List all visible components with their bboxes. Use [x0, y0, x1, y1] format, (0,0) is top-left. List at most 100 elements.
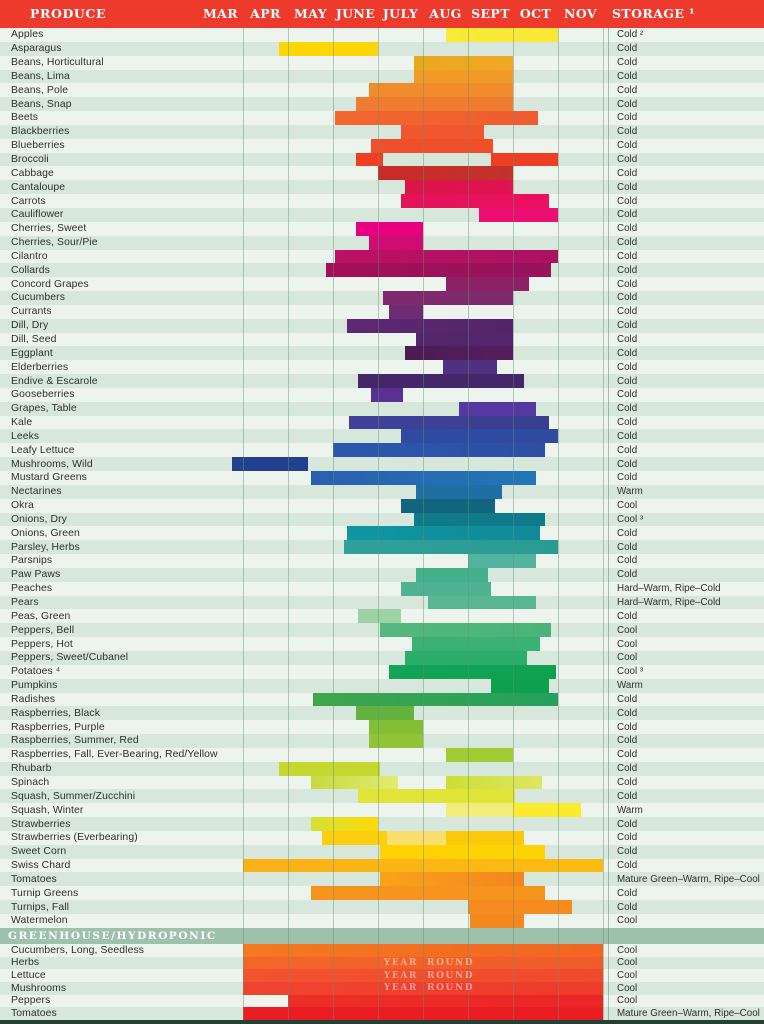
- produce-row: Sweet Corn Cold: [0, 844, 764, 859]
- produce-row: Tomatoes Mature Green–Warm, Ripe–Cool: [0, 1007, 764, 1020]
- produce-name: Gooseberries: [11, 389, 75, 401]
- availability-bar: [288, 994, 603, 1008]
- availability-bar: [333, 443, 545, 458]
- availability-bar: [405, 180, 513, 195]
- produce-row: Peaches Hard–Warm, Ripe–Cold: [0, 581, 764, 596]
- storage-value: Cold: [617, 237, 638, 249]
- produce-name: Squash, Summer/Zucchini: [11, 790, 136, 802]
- produce-name: Onions, Green: [11, 527, 80, 539]
- availability-bar: [380, 872, 525, 887]
- produce-name: Peppers, Bell: [11, 624, 75, 636]
- storage-value: Cold: [617, 278, 638, 290]
- produce-row: Swiss Chard Cold: [0, 858, 764, 873]
- availability-bar: [355, 221, 423, 236]
- produce-row: Collards Cold: [0, 263, 764, 278]
- produce-row: Beans, Horticultural Cold: [0, 55, 764, 70]
- produce-name: Peppers, Sweet/Cubanel: [11, 652, 129, 664]
- storage-value: Cool: [617, 957, 638, 969]
- storage-value: Cold: [617, 846, 638, 858]
- availability-bar: [335, 249, 558, 264]
- produce-name: Currants: [11, 306, 52, 318]
- produce-row: Broccoli Cold: [0, 152, 764, 167]
- storage-value: Cold: [617, 361, 638, 373]
- produce-row: Blackberries Cold: [0, 124, 764, 139]
- storage-value: Cold: [617, 389, 638, 401]
- produce-name: Carrots: [11, 195, 46, 207]
- produce-row: Nectarines Warm: [0, 484, 764, 499]
- storage-value: Cool: [617, 652, 638, 664]
- produce-name: Peas, Green: [11, 610, 71, 622]
- produce-row: Eggplant Cold: [0, 346, 764, 361]
- produce-name: Beans, Snap: [11, 98, 72, 110]
- produce-name: Onions, Dry: [11, 513, 67, 525]
- produce-row: Carrots Cold: [0, 194, 764, 208]
- produce-row: Onions, Green Cold: [0, 526, 764, 541]
- availability-bar: [382, 291, 513, 305]
- availability-bar: [335, 111, 538, 125]
- storage-value: Cold: [617, 860, 638, 872]
- storage-value: Cold: [617, 250, 638, 262]
- storage-value: Hard–Warm, Ripe–Cold: [617, 597, 721, 609]
- produce-row: Beans, Lima Cold: [0, 69, 764, 84]
- storage-value: Cold: [617, 375, 638, 387]
- produce-name: Cantaloupe: [11, 181, 66, 193]
- storage-column-header: STORAGE ¹: [612, 6, 695, 21]
- produce-row: YEAR ROUND Lettuce Cool: [0, 969, 764, 982]
- produce-name: Beans, Lima: [11, 70, 70, 82]
- availability-bar: [427, 595, 536, 610]
- month-header-oct: OCT: [519, 6, 552, 21]
- produce-name: Strawberries (Everbearing): [11, 832, 138, 844]
- produce-name: Dill, Dry: [11, 320, 49, 332]
- produce-name: Cauliflower: [11, 209, 64, 221]
- storage-value: Cold: [617, 707, 638, 719]
- storage-value: Cold: [617, 195, 638, 207]
- produce-name: Broccoli: [11, 154, 49, 166]
- storage-value: Cold: [617, 555, 638, 567]
- availability-bar: [346, 318, 513, 333]
- produce-row: Tomatoes Mature Green–Warm, Ripe–Cool: [0, 872, 764, 887]
- storage-value: Cold: [617, 693, 638, 705]
- availability-bar: [369, 734, 423, 748]
- produce-row: Leeks Cold: [0, 429, 764, 444]
- produce-name: Kale: [11, 417, 33, 429]
- produce-name: Pumpkins: [11, 680, 58, 692]
- produce-name: Lettuce: [11, 970, 46, 982]
- availability-bar: [400, 498, 495, 513]
- storage-value: Cold: [617, 112, 638, 124]
- storage-value: Cool: [617, 915, 638, 927]
- produce-name: Raspberries, Fall, Ever-Bearing, Red/Yel…: [11, 749, 218, 761]
- availability-bar: [416, 567, 489, 582]
- storage-value: Cold: [617, 84, 638, 96]
- produce-name: Cilantro: [11, 250, 48, 262]
- produce-row: Beans, Snap Cold: [0, 97, 764, 112]
- availability-bar: [411, 637, 540, 651]
- produce-name: Radishes: [11, 693, 56, 705]
- storage-value: Cold: [617, 818, 638, 830]
- produce-row: Elderberries Cold: [0, 360, 764, 375]
- produce-row: Paw Paws Cold: [0, 567, 764, 582]
- availability-bar: [357, 609, 401, 624]
- produce-row: Potatoes ⁴ Cool ³: [0, 664, 764, 679]
- produce-rows: Apples Cold ² Asparagus Cold Beans, Horticul…: [0, 28, 764, 928]
- produce-name: Sweet Corn: [11, 846, 67, 858]
- produce-name: Eggplant: [11, 347, 53, 359]
- produce-row: Parsley, Herbs Cold: [0, 540, 764, 555]
- produce-row: Peppers, Sweet/Cubanel Cool: [0, 650, 764, 665]
- storage-value: Cool ³: [617, 666, 644, 678]
- availability-bar: [355, 97, 513, 112]
- storage-value: Cold: [617, 98, 638, 110]
- produce-name: Strawberries: [11, 818, 71, 830]
- produce-row: Endive & Escarole Cold: [0, 374, 764, 388]
- availability-bar: [312, 692, 558, 707]
- storage-value: Hard–Warm, Ripe–Cold: [617, 583, 721, 595]
- storage-value: Cold: [617, 430, 638, 442]
- year-round-label: YEAR: [383, 970, 418, 981]
- produce-row: Raspberries, Fall, Ever-Bearing, Red/Yel…: [0, 747, 764, 762]
- storage-value: Cold: [617, 749, 638, 761]
- produce-row: Radishes Cold: [0, 692, 764, 707]
- storage-value: Cold: [617, 320, 638, 332]
- storage-value: Cold: [617, 472, 638, 484]
- produce-row: Peppers Cool: [0, 994, 764, 1008]
- produce-name: Potatoes ⁴: [11, 666, 61, 678]
- produce-row: Cantaloupe Cold: [0, 180, 764, 195]
